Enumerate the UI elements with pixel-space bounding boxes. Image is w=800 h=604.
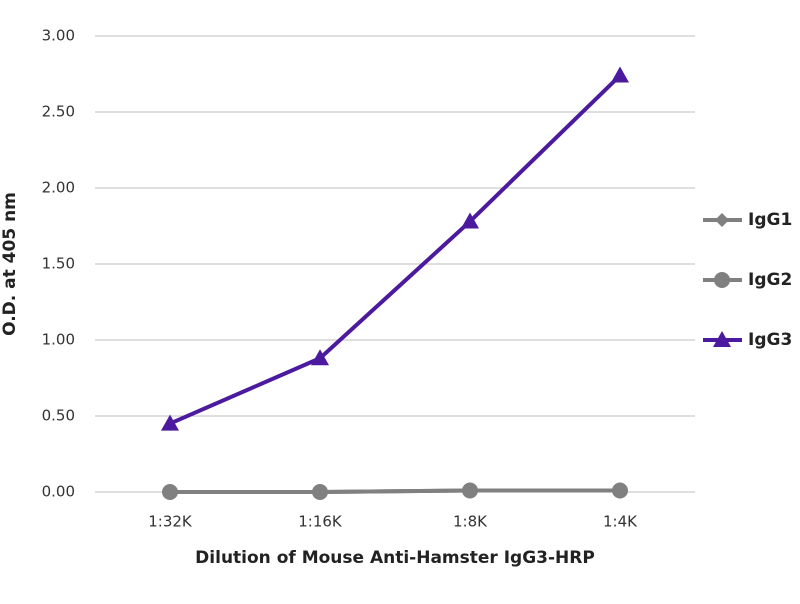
legend-text: IgG3: [748, 330, 792, 350]
legend-text: IgG2: [748, 270, 792, 290]
y-axis-title: O.D. at 405 nm: [0, 192, 20, 336]
data-point: [461, 212, 479, 229]
data-point: [162, 484, 178, 500]
y-tick-label: 1.00: [42, 331, 75, 349]
legend-marker: [713, 331, 731, 347]
data-point: [311, 349, 329, 366]
data-point: [161, 414, 179, 431]
series-line: [169, 74, 622, 426]
x-tick-label: 1:16K: [298, 513, 343, 531]
x-tick-label: 1:8K: [453, 513, 488, 531]
legend-marker: [714, 272, 730, 288]
y-tick-label: 0.00: [42, 483, 75, 501]
y-tick-label: 2.50: [42, 103, 75, 121]
y-tick-label: 0.50: [42, 407, 75, 425]
y-tick-label: 1.50: [42, 255, 75, 273]
y-tick-label: 2.00: [42, 179, 75, 197]
x-tick-label: 1:32K: [148, 513, 193, 531]
data-point: [612, 482, 628, 499]
x-tick-label: 1:4K: [603, 513, 638, 531]
x-axis-title: Dilution of Mouse Anti-Hamster IgG3-HRP: [195, 548, 595, 568]
data-point: [462, 482, 478, 499]
y-tick-label: 3.00: [42, 27, 75, 45]
legend-marker: [715, 213, 729, 227]
series-line: [170, 488, 620, 494]
data-point: [611, 66, 629, 83]
data-point: [312, 484, 328, 500]
legend-text: IgG1: [748, 210, 792, 230]
